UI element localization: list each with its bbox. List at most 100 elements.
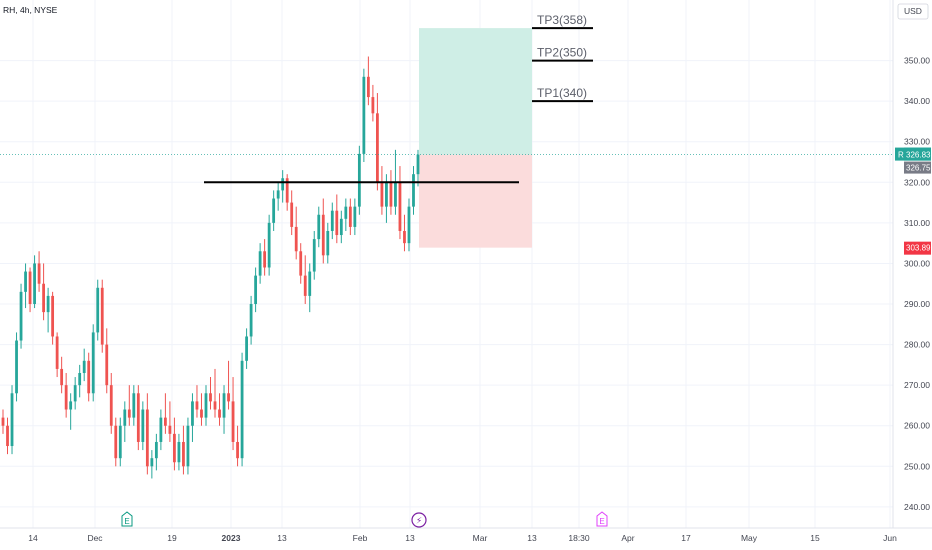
chart-overlays: TP1(340) TP2(350) TP3(358) [0,13,893,184]
candle [276,182,280,211]
time-tick-label: Feb [353,533,368,543]
candle-body [285,178,289,203]
candle-body [145,409,149,467]
time-tick-label: 13 [527,533,537,543]
profit-zone [419,28,532,155]
candle [168,401,172,442]
candle-body [114,425,118,459]
earnings-event-icon[interactable]: E [121,511,133,527]
price-tick-label: 290.00 [904,299,930,309]
candle-body [132,393,136,418]
candle [150,450,154,479]
candle-body [416,154,420,175]
time-tick-label: 13 [277,533,287,543]
candle-body [240,360,244,459]
candle [335,194,339,244]
price-tick-label: 320.00 [904,177,930,187]
price-tick-label: 280.00 [904,340,930,350]
currency-button[interactable] [897,3,929,20]
candle-body [258,251,262,276]
split-event-icon[interactable]: ⚡ [411,512,427,528]
candle [55,332,59,378]
candle [105,328,109,394]
candle-body [272,198,276,223]
candle-body [344,206,348,219]
candle-body [127,409,131,418]
candle [123,401,127,442]
candle-body [64,385,68,410]
candle [267,214,271,276]
candle [10,385,14,455]
candle [132,385,136,426]
candle-body [209,393,212,402]
candle-body [357,153,361,207]
candle [96,279,100,341]
candle-body [195,401,199,410]
candle-body [60,368,64,386]
candle [145,393,149,475]
candle-body [371,97,375,114]
candle [285,174,289,211]
candle [213,368,217,418]
stop-loss-badge: 303.89 [904,241,931,255]
candle-body [204,393,208,418]
candle-body [312,239,316,272]
candle [299,243,303,284]
candle [163,393,167,434]
candle [141,401,145,451]
candle-body [380,182,384,207]
candle-body [366,76,370,98]
price-axis[interactable]: 240.00 250.00 260.00 270.00 280.00 290.00 300.… [895,56,931,512]
earnings-event-icon[interactable]: E [596,511,608,527]
take-profit-label: TP2(350) [537,46,587,60]
candle-body [299,251,303,276]
candle [366,56,370,106]
candle [222,385,226,434]
candle [416,149,420,187]
take-profit-label: TP3(358) [537,13,587,27]
earnings-event-symbol: E [599,517,604,526]
time-tick-label: Jun [883,533,897,543]
time-axis[interactable]: 14 Dec 19 2023 13 Feb 13 Mar 13 18:30 Apr 17 May 15 Ju… [28,533,897,543]
candle [33,255,36,309]
candle-body [173,433,176,463]
price-tick-label: 300.00 [904,258,930,268]
time-tick-label: 13 [405,533,415,543]
candle-body [326,230,330,256]
candle-body [177,441,181,463]
price-tick-label: 270.00 [904,380,930,390]
candle-body [87,360,91,394]
candle-body [118,425,122,459]
candle-body [249,304,253,337]
candle [173,417,176,471]
candle-body [376,113,379,183]
prev-price-badge-bg [904,161,931,174]
candle [357,145,361,215]
candle [24,263,27,309]
candle-body [276,190,280,199]
candle [321,198,325,264]
candle [114,417,118,467]
candle [87,352,91,402]
candle-body [69,401,73,410]
stop-loss-value: 303.89 [906,244,931,253]
candle [412,166,415,215]
candle-body [33,263,36,305]
candle-body [6,425,9,447]
prev-price-badge: 326.75 [904,161,931,174]
candle [51,291,55,345]
candle-body [191,401,194,426]
candle [362,68,366,163]
candle-body [317,214,321,240]
candle-body [407,206,411,244]
candle-body [154,441,158,459]
last-price-symbol: RH [898,151,910,160]
candle-body [227,393,230,402]
candle-body [15,340,18,394]
candle-body [123,409,127,426]
candle-body [91,332,95,394]
candlestick-series [1,56,420,479]
candle [312,230,316,280]
candle [227,360,230,410]
